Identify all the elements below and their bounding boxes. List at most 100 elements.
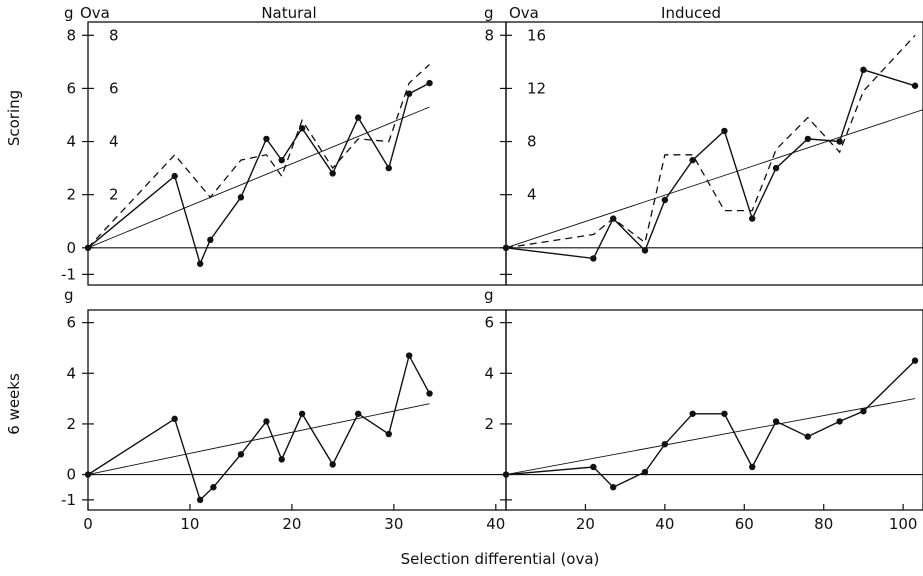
- data-point-scoring-induced: [661, 196, 669, 204]
- data-point-scoring-induced: [836, 138, 843, 145]
- regression-line-scoring-induced: [505, 109, 923, 249]
- x-tick-label-6weeks-induced: 100: [889, 515, 918, 533]
- data-point-6weeks-induced: [749, 463, 756, 471]
- data-point-scoring-natural: [196, 260, 204, 267]
- data-point-6weeks-induced: [661, 440, 669, 448]
- ova-tick-label-scoring-induced: 4: [527, 186, 537, 204]
- data-point-scoring-natural: [171, 172, 178, 180]
- panel-title-induced: Induced: [661, 4, 721, 22]
- unit-ova-scoring-natural: Ova: [80, 4, 110, 22]
- gain-series-line-6weeks-natural: [87, 353, 431, 502]
- x-tick-label-6weeks-induced: 80: [814, 515, 833, 533]
- data-point-6weeks-induced: [610, 484, 617, 491]
- gain-series-line-scoring-induced: [505, 68, 916, 260]
- x-tick-label-6weeks-natural: 0: [83, 515, 93, 533]
- data-point-6weeks-natural: [278, 456, 285, 463]
- data-point-scoring-natural: [237, 194, 245, 201]
- x-tick-label-6weeks-natural: 40: [486, 515, 505, 533]
- panel-title-natural: Natural: [261, 4, 316, 22]
- y-tick-label-6weeks-natural: 2: [66, 415, 76, 433]
- data-point-scoring-natural: [426, 79, 433, 87]
- data-point-scoring-induced: [641, 247, 649, 254]
- y-tick-label-6weeks-induced: 2: [484, 415, 494, 433]
- x-axis-label: Selection differential (ova): [401, 550, 600, 568]
- gain-series-line-scoring-natural: [87, 82, 430, 266]
- ova-tick-label-scoring-induced: 16: [527, 26, 546, 44]
- y-tick-label-scoring-natural: 2: [66, 186, 76, 204]
- panel-frame-6weeks-induced: [505, 309, 923, 511]
- data-point-6weeks-natural: [329, 461, 336, 468]
- data-point-scoring-natural: [207, 236, 214, 244]
- unit-g-scoring-induced: g: [484, 4, 494, 22]
- data-point-6weeks-natural: [385, 430, 392, 438]
- x-tick-label-6weeks-natural: 20: [282, 515, 301, 533]
- data-point-6weeks-induced: [836, 418, 843, 425]
- data-point-scoring-induced: [860, 66, 867, 74]
- data-point-scoring-induced: [689, 156, 696, 164]
- y-tick-label-scoring-natural: 0: [66, 239, 76, 257]
- data-point-6weeks-natural: [426, 390, 433, 397]
- y-axis-label-6weeks: 6 weeks: [5, 373, 23, 435]
- data-point-6weeks-natural: [196, 496, 204, 504]
- data-point-6weeks-natural: [237, 451, 245, 458]
- y-tick-label-6weeks-natural: -1: [61, 491, 76, 509]
- data-point-scoring-natural: [263, 135, 270, 143]
- data-point-scoring-natural: [405, 90, 413, 97]
- data-point-6weeks-induced: [590, 463, 597, 471]
- data-point-6weeks-induced: [641, 468, 649, 476]
- ova-tick-label-scoring-natural: 6: [109, 79, 119, 97]
- data-point-scoring-natural: [298, 125, 306, 132]
- y-tick-label-6weeks-induced: 4: [484, 364, 494, 382]
- unit-g-scoring-natural: g: [64, 4, 74, 22]
- data-point-6weeks-natural: [405, 352, 413, 359]
- x-tick-label-6weeks-natural: 10: [180, 515, 199, 533]
- data-point-6weeks-induced: [689, 410, 696, 417]
- y-tick-label-scoring-natural: -1: [61, 265, 76, 283]
- unit-g-6weeks-natural: g: [64, 286, 74, 304]
- data-point-scoring-induced: [804, 135, 812, 143]
- data-point-6weeks-natural: [354, 410, 362, 417]
- regression-line-scoring-natural: [87, 106, 430, 249]
- data-point-scoring-natural: [329, 170, 336, 177]
- y-tick-label-6weeks-natural: 4: [66, 364, 76, 382]
- data-point-scoring-induced: [721, 127, 728, 135]
- y-tick-label-scoring-natural: 6: [66, 79, 76, 97]
- data-point-6weeks-induced: [911, 357, 919, 364]
- ova-tick-label-scoring-natural: 4: [109, 133, 119, 151]
- y-tick-label-scoring-natural: 4: [66, 133, 76, 151]
- gain-series-line-6weeks-induced: [505, 360, 916, 489]
- data-point-6weeks-induced: [860, 408, 867, 415]
- data-point-scoring-induced: [590, 255, 597, 262]
- data-point-6weeks-induced: [804, 433, 812, 440]
- panel-frame-scoring-induced: [505, 21, 923, 286]
- data-point-scoring-natural: [385, 164, 392, 172]
- panel-frame-6weeks-natural: [87, 309, 507, 511]
- regression-line-6weeks-induced: [505, 398, 916, 475]
- data-point-scoring-natural: [354, 114, 362, 121]
- data-point-6weeks-induced: [721, 410, 728, 417]
- data-point-6weeks-natural: [263, 418, 270, 425]
- x-tick-label-6weeks-induced: 40: [655, 515, 674, 533]
- data-point-scoring-induced: [749, 215, 756, 222]
- x-tick-label-6weeks-natural: 30: [384, 515, 403, 533]
- unit-g-6weeks-induced: g: [484, 286, 494, 304]
- y-tick-label-scoring-induced: 8: [484, 26, 494, 44]
- ova-tick-label-scoring-natural: 2: [109, 186, 119, 204]
- ova-series-line-scoring-natural: [87, 64, 430, 249]
- y-tick-label-6weeks-induced: 6: [484, 314, 494, 332]
- panel-frame-scoring-natural: [87, 21, 507, 286]
- regression-line-6weeks-natural: [87, 403, 430, 475]
- ova-tick-label-scoring-induced: 12: [527, 79, 546, 97]
- y-axis-label-scoring: Scoring: [5, 90, 23, 146]
- data-point-6weeks-natural: [210, 484, 217, 491]
- data-point-scoring-induced: [772, 164, 780, 172]
- ova-tick-label-scoring-induced: 8: [527, 133, 537, 151]
- unit-ova-scoring-induced: Ova: [509, 4, 539, 22]
- data-point-6weeks-natural: [171, 415, 178, 423]
- data-point-scoring-induced: [911, 82, 919, 89]
- x-tick-label-6weeks-induced: 20: [576, 515, 595, 533]
- y-tick-label-6weeks-natural: 0: [66, 466, 76, 484]
